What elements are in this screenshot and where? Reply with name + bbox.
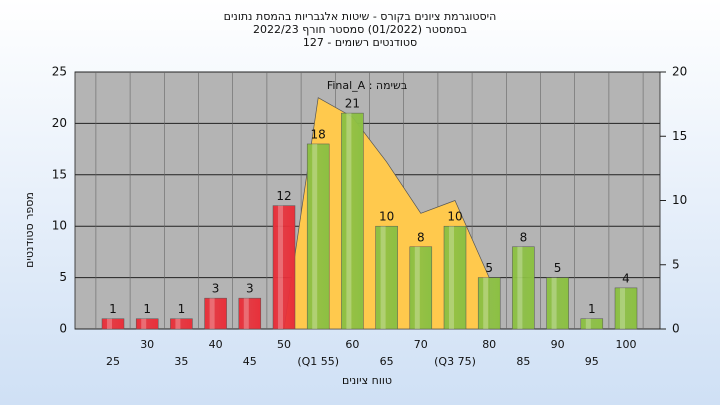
- annotation: בשימה : Final_A: [327, 79, 407, 92]
- x-tick-label: 35: [174, 355, 188, 368]
- data-label: 18: [311, 127, 326, 141]
- bar: [204, 297, 227, 330]
- data-label: 21: [345, 97, 360, 111]
- y-axis-label: מספר סטודנטים: [23, 192, 36, 268]
- bar: [546, 277, 569, 330]
- y-tick-label: 10: [52, 219, 67, 233]
- data-label: 8: [520, 230, 528, 244]
- y2-tick-label: 20: [672, 65, 687, 79]
- x-axis-label: טווח ציונים: [342, 374, 392, 387]
- x-tick-label: 90: [551, 338, 565, 351]
- bar: [306, 143, 330, 330]
- bar: [238, 297, 262, 330]
- x-tick-label: 60: [345, 338, 359, 351]
- chart-subtitle: בסמסטר (01/2022) סמסטר חורף 2022/23: [253, 23, 467, 36]
- x-tick-label: 25: [106, 355, 120, 368]
- x-tick-label: 30: [140, 338, 154, 351]
- data-label: 1: [178, 302, 186, 316]
- bar: [170, 318, 193, 330]
- x-tick-label: 80: [482, 338, 496, 351]
- data-label: 8: [417, 230, 425, 244]
- y-tick-label: 20: [52, 116, 67, 130]
- data-label: 10: [379, 210, 394, 224]
- bar: [409, 246, 433, 330]
- y2-tick-label: 5: [672, 257, 680, 271]
- data-label: 3: [212, 282, 220, 296]
- chart-subtitle: סטודנטים רשומים - 127: [303, 36, 417, 49]
- x-tick-label: 100: [616, 338, 637, 351]
- bar: [512, 246, 535, 330]
- bar: [375, 225, 398, 330]
- x-tick-label: 50: [277, 338, 291, 351]
- bar: [101, 318, 125, 330]
- data-label: 5: [485, 261, 493, 275]
- y-tick-label: 25: [52, 65, 67, 79]
- x-tick-label: (Q3 75): [434, 355, 476, 368]
- y2-tick-label: 15: [672, 129, 687, 143]
- x-tick-label: 95: [585, 355, 599, 368]
- bar: [443, 225, 467, 330]
- y-tick-label: 15: [52, 167, 67, 181]
- data-label: 10: [447, 210, 462, 224]
- x-tick-label: 70: [414, 338, 428, 351]
- data-label: 12: [276, 189, 291, 203]
- x-tick-label: 45: [243, 355, 257, 368]
- data-label: 1: [588, 302, 596, 316]
- bar: [135, 318, 159, 330]
- bar: [477, 277, 501, 330]
- x-tick-label: 40: [209, 338, 223, 351]
- y-tick-label: 5: [59, 270, 67, 284]
- bar: [614, 287, 638, 330]
- y2-tick-label: 0: [672, 322, 680, 336]
- data-label: 4: [622, 271, 630, 285]
- x-tick-label: 65: [380, 355, 394, 368]
- bar: [580, 318, 604, 330]
- data-label: 1: [109, 302, 117, 316]
- x-tick-label: 85: [516, 355, 530, 368]
- y2-tick-label: 10: [672, 193, 687, 207]
- data-label: 3: [246, 282, 254, 296]
- bar: [272, 205, 296, 330]
- data-label: 5: [554, 261, 562, 275]
- bar: [341, 112, 364, 330]
- data-label: 1: [143, 302, 151, 316]
- y-tick-label: 0: [59, 322, 67, 336]
- x-tick-label: (Q1 55): [297, 355, 339, 368]
- chart-title: היסטוגרמת ציונים בקורס - שיטות אלגבריות …: [224, 10, 497, 23]
